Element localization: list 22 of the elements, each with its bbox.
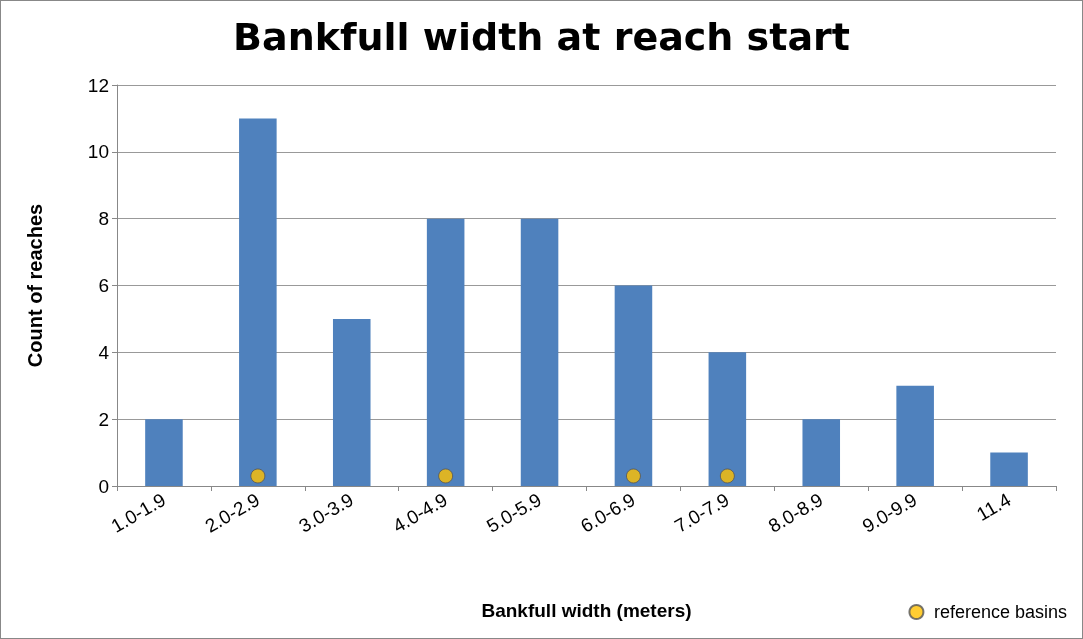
- y-axis-title: Count of reaches: [24, 203, 46, 368]
- bar: [896, 385, 934, 486]
- x-axis-title: Bankfull width (meters): [481, 600, 692, 621]
- chart-title: Bankfull width at reach start: [233, 15, 850, 59]
- bar: [708, 352, 747, 486]
- y-tick-label: 10: [87, 141, 109, 163]
- bar: [614, 285, 653, 486]
- y-tick-label: 0: [98, 475, 109, 497]
- legend-label: reference basins: [933, 602, 1067, 622]
- bar: [990, 452, 1028, 486]
- x-tick-label: 11.4: [973, 488, 1015, 525]
- bar: [520, 218, 559, 486]
- bar: [332, 318, 371, 486]
- y-tick-label: 8: [98, 208, 109, 230]
- bar: [802, 419, 841, 486]
- bar: [426, 218, 465, 486]
- y-tick-label: 4: [98, 341, 110, 363]
- bar: [145, 419, 183, 486]
- y-tick-label: 2: [98, 408, 109, 430]
- y-tick-label: 6: [98, 275, 109, 296]
- bar: [239, 118, 277, 486]
- y-tick-label: 12: [87, 74, 109, 96]
